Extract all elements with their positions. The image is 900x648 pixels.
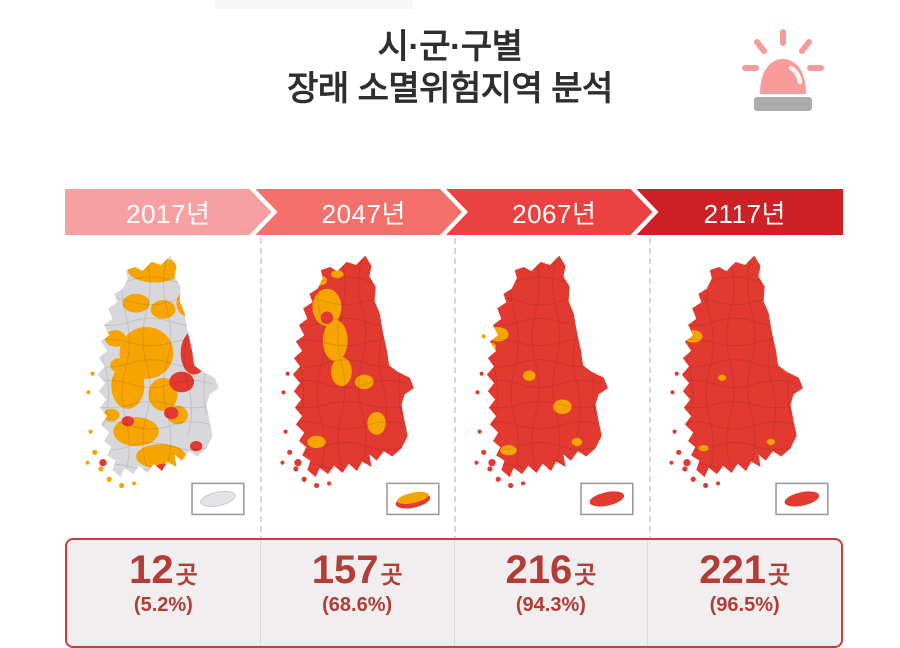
korea-map-2017	[85, 255, 245, 516]
page-title-line1: 시·군·구별	[377, 28, 523, 66]
count-unit: 곳	[380, 562, 403, 589]
count-percent: (96.5%)	[709, 594, 780, 616]
count-cell-2017: 12곳 (5.2%)	[67, 540, 260, 646]
timeline-banner: 2017년 2047년 2067년 2117년	[65, 189, 843, 235]
jeju-inset	[580, 482, 634, 516]
count-cell-2117: 221곳 (96.5%)	[647, 540, 841, 646]
page-title-line2: 장래 소멸위험지역 분석	[287, 70, 613, 108]
count-value: 216	[505, 548, 573, 592]
jeju-inset	[385, 482, 440, 516]
top-edge-artifact	[215, 0, 413, 9]
panel-divider	[454, 238, 456, 542]
timeline-segment-2117: 2117년	[636, 189, 843, 235]
korea-map-2067	[474, 255, 634, 516]
count-percent: (68.6%)	[322, 594, 393, 616]
count-cell-2067: 216곳 (94.3%)	[453, 540, 648, 646]
jeju-inset	[774, 482, 829, 516]
korea-map-2117	[669, 255, 829, 516]
timeline-segment-2047: 2047년	[256, 189, 463, 235]
timeline-segment-2017: 2017년	[65, 189, 272, 235]
count-value: 221	[699, 548, 766, 592]
count-percent: (94.3%)	[515, 594, 586, 616]
coastal-islands	[474, 371, 526, 489]
count-cell-2047: 157곳 (68.6%)	[259, 540, 454, 646]
coastal-islands	[280, 371, 331, 489]
korea-map-2047	[280, 255, 440, 516]
count-value: 157	[311, 548, 379, 592]
count-unit: 곳	[574, 562, 597, 589]
panel-divider	[648, 238, 651, 542]
count-summary-box: 12곳 (5.2%) 157곳 (68.6%) 216곳 (94.3%) 221…	[65, 538, 843, 648]
panel-2017	[65, 244, 260, 534]
header: 시·군·구별 장래 소멸위험지역 분석	[0, 26, 900, 110]
coastal-islands	[85, 371, 137, 489]
map-panels	[65, 238, 844, 542]
count-unit: 곳	[767, 562, 791, 589]
panel-2117	[648, 238, 844, 542]
timeline-segment-2067: 2067년	[446, 189, 653, 235]
siren-icon	[742, 29, 824, 111]
timeline-year-label: 2047년	[321, 198, 406, 229]
coastal-islands	[669, 371, 720, 489]
timeline-year-label: 2067년	[512, 198, 597, 229]
timeline-year-label: 2117년	[703, 198, 786, 229]
count-unit: 곳	[175, 562, 198, 589]
panel-divider	[259, 238, 262, 542]
count-percent: (5.2%)	[133, 594, 193, 616]
timeline-year-label: 2017년	[126, 198, 211, 229]
panel-2047	[259, 238, 455, 542]
count-value: 12	[129, 548, 174, 592]
panel-2067	[454, 238, 649, 542]
jeju-inset	[191, 482, 245, 516]
